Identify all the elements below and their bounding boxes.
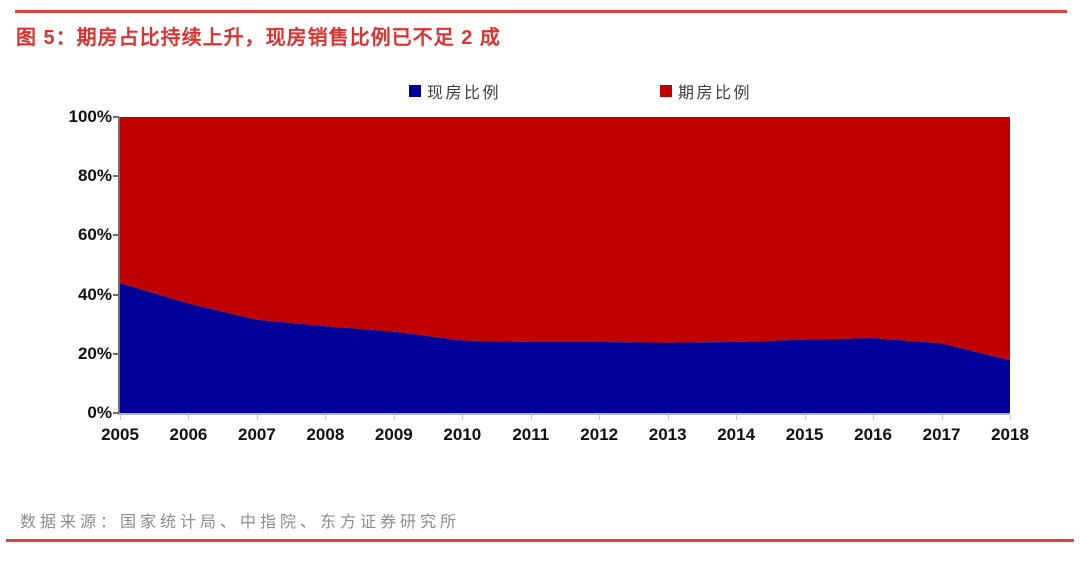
x-axis-tick — [325, 415, 327, 420]
y-axis-label: 0% — [87, 403, 112, 422]
x-axis-label: 2016 — [854, 425, 892, 444]
x-axis-tick — [120, 415, 121, 420]
y-axis-tick — [113, 352, 119, 355]
y-axis-tick — [113, 116, 119, 118]
x-axis-tick — [1010, 415, 1011, 420]
chart-legend: 现房比例 期房比例 — [0, 79, 1080, 103]
y-axis-tick — [113, 293, 119, 296]
x-axis-label: 2017 — [922, 425, 961, 444]
x-axis-label: 2012 — [580, 425, 619, 444]
stacked-area-chart: 0% 20% 40% 60% 80% 100% 2005 2006 2007 2008 2009 2… — [68, 107, 1029, 444]
x-axis-label: 2006 — [169, 425, 208, 444]
y-axis-tick — [113, 412, 119, 414]
y-axis-tick — [113, 234, 119, 237]
legend-swatch-red — [660, 85, 672, 97]
x-axis-tick — [804, 415, 806, 420]
x-axis-label: 2014 — [717, 425, 756, 444]
y-axis-label: 100% — [68, 107, 112, 126]
y-axis-tick — [113, 175, 119, 178]
y-axis-label: 80% — [77, 166, 112, 186]
x-axis-label: 2015 — [785, 425, 824, 444]
y-axis-label: 40% — [77, 284, 112, 304]
y-axis-label: 60% — [77, 225, 112, 245]
x-axis-label: 2007 — [238, 425, 276, 444]
x-axis-tick — [256, 415, 258, 420]
legend-swatch-blue — [409, 85, 421, 97]
x-axis-tick — [941, 415, 943, 420]
x-axis-tick — [462, 415, 464, 420]
x-axis-label: 2013 — [648, 425, 687, 444]
area-series-existing — [120, 283, 1010, 413]
x-axis-label: 2018 — [991, 425, 1029, 444]
legend-label-presale-homes: 期房比例 — [678, 85, 753, 102]
legend-label-existing-homes: 现房比例 — [427, 85, 502, 102]
top-divider — [15, 10, 1067, 13]
x-axis-label: 2010 — [443, 425, 482, 444]
x-axis-label: 2011 — [512, 425, 550, 444]
x-axis-tick — [667, 415, 669, 420]
x-axis-tick — [188, 415, 190, 420]
data-source-note: 数据来源：国家统计局、中指院、东方证券研究所 — [20, 514, 461, 531]
x-axis-tick — [530, 415, 532, 420]
x-axis-line — [118, 413, 1010, 415]
x-axis-tick — [393, 415, 395, 420]
x-axis-label: 2009 — [374, 425, 413, 444]
x-axis-label: 2005 — [101, 425, 139, 444]
figure-title: 图 5：期房占比持续上升，现房销售比例已不足 2 成 — [16, 27, 501, 49]
x-axis-tick — [599, 415, 601, 420]
x-axis-label: 2008 — [306, 425, 345, 444]
x-axis-tick — [873, 415, 875, 420]
area-series-presale — [120, 117, 1010, 361]
bottom-divider — [6, 539, 1074, 542]
legend-item-existing-homes[interactable]: 现房比例 — [409, 79, 501, 103]
legend-item-presale-homes[interactable]: 期房比例 — [660, 79, 752, 103]
y-axis-line — [118, 117, 120, 413]
plot-area — [120, 117, 1010, 413]
x-axis-tick — [736, 415, 738, 420]
y-axis-label: 20% — [77, 343, 112, 363]
